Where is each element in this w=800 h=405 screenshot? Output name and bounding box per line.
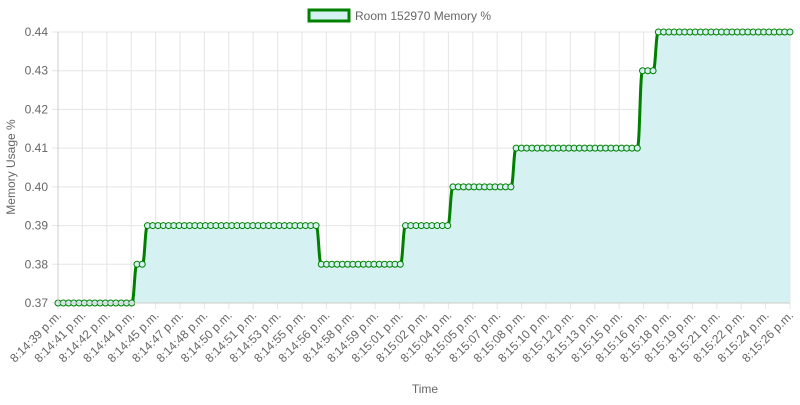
y-axis-title: Memory Usage % <box>4 119 18 215</box>
y-tick-label: 0.43 <box>25 64 49 78</box>
data-point[interactable] <box>312 222 320 230</box>
legend-label[interactable]: Room 152970 Memory % <box>355 9 491 23</box>
y-tick-label: 0.44 <box>25 25 49 39</box>
y-tick-label: 0.42 <box>25 102 49 116</box>
y-tick-label: 0.41 <box>25 141 49 155</box>
data-point[interactable] <box>396 260 404 268</box>
data-point[interactable] <box>138 260 146 268</box>
points-layer <box>54 28 794 307</box>
data-point[interactable] <box>444 222 452 230</box>
x-axis-title: Time <box>412 382 439 396</box>
y-tick-label: 0.40 <box>25 180 49 194</box>
y-tick-label: 0.39 <box>25 219 49 233</box>
y-tick-label: 0.37 <box>25 296 49 310</box>
series-area-fill <box>58 32 790 303</box>
y-tick-label: 0.38 <box>25 257 49 271</box>
data-point[interactable] <box>649 67 657 75</box>
legend[interactable]: Room 152970 Memory % <box>307 8 491 23</box>
data-point[interactable] <box>507 183 515 191</box>
data-point[interactable] <box>633 144 641 152</box>
data-point[interactable] <box>786 28 794 36</box>
legend-swatch[interactable] <box>307 8 351 23</box>
